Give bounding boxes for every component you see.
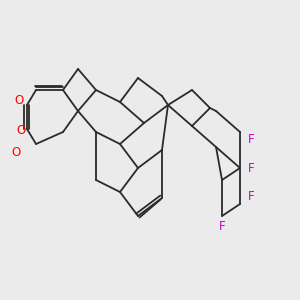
Text: O: O	[14, 94, 23, 107]
Text: O: O	[12, 146, 21, 160]
Text: O: O	[16, 124, 26, 137]
Text: F: F	[248, 190, 254, 203]
Text: F: F	[248, 161, 254, 175]
Text: F: F	[248, 133, 254, 146]
Text: F: F	[219, 220, 225, 233]
